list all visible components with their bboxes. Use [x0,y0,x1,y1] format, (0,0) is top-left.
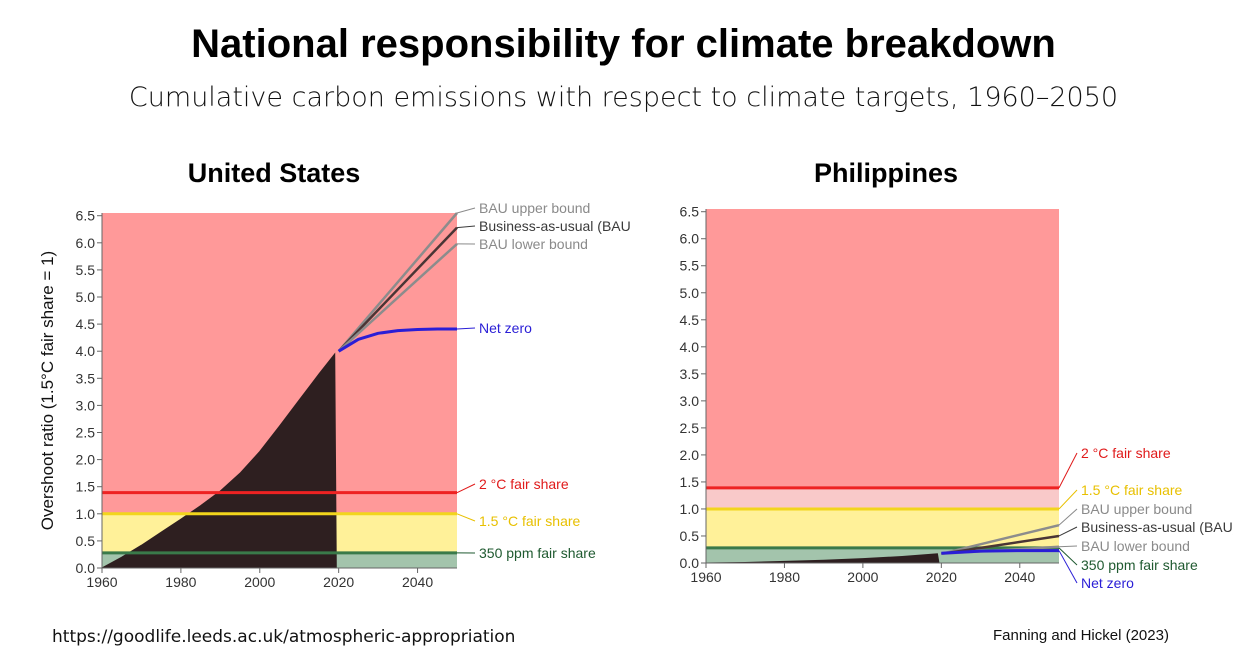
x-tick-label: 1980 [165,574,196,590]
series-line-net-zero [337,327,457,353]
series-label-business-as-usual-bau: Business-as-usual (BAU) [1081,519,1237,535]
y-tick-label: 2.5 [680,420,700,436]
y-axis-label: Overshoot ratio (1.5°C fair share = 1) [38,251,57,530]
y-tick-label: 4.5 [76,316,96,332]
series-label-business-as-usual-bau: Business-as-usual (BAU) [479,218,635,234]
leader-line [456,483,476,494]
x-tick-label: 1980 [769,569,800,585]
y-tick-label: 3.0 [76,397,96,413]
zone-2c [706,487,1059,509]
leader-line [456,207,476,214]
series-label-bau-lower-bound: BAU lower bound [479,236,588,252]
y-tick-label: 2.0 [76,452,96,468]
threshold-label-350-ppm-fair-share: 350 ppm fair share [1081,557,1198,573]
page-title: National responsibility for climate brea… [191,22,1056,66]
chart-title: Philippines [814,158,958,188]
series-line-bau-lower-bound [337,242,458,353]
y-tick-label: 1.5 [76,479,96,495]
x-tick-label: 2040 [402,574,433,590]
x-tick-label: 1960 [690,569,721,585]
x-tick-label: 1960 [86,574,117,590]
source-url[interactable]: https://goodlife.leeds.ac.uk/atmospheric… [52,627,516,647]
y-tick-label: 0.0 [680,555,700,571]
threshold-label-1-5-c-fair-share: 1.5 °C fair share [479,513,581,529]
zone-above-2c [706,209,1059,488]
x-tick-label: 2020 [926,569,957,585]
series-line-business-as-usual-bau [337,226,458,353]
y-tick-label: 4.5 [680,312,700,328]
leader-line [456,225,476,229]
page-subtitle: Cumulative carbon emissions with respect… [128,82,1119,113]
y-tick-label: 3.5 [680,366,700,382]
y-tick-label: 6.0 [680,231,700,247]
leader-line [456,327,476,330]
x-tick-label: 2040 [1004,569,1035,585]
y-tick-label: 6.5 [680,204,700,220]
y-tick-label: 0.5 [76,533,96,549]
zone-1-5c [706,508,1059,548]
y-tick-label: 5.5 [76,262,96,278]
leader-line [1058,545,1078,548]
x-tick-label: 2000 [847,569,878,585]
y-tick-label: 3.5 [76,370,96,386]
y-tick-label: 3.0 [680,393,700,409]
y-tick-label: 0.5 [680,528,700,544]
y-tick-label: 4.0 [76,343,96,359]
chart-title: United States [188,158,361,188]
y-tick-label: 2.0 [680,447,700,463]
y-tick-label: 1.0 [680,501,700,517]
leader-line [1058,526,1078,537]
y-tick-label: 5.0 [76,289,96,305]
series-label-net-zero: Net zero [479,320,532,336]
y-tick-label: 1.5 [680,474,700,490]
threshold-label-2-c-fair-share: 2 °C fair share [1081,445,1171,461]
series-line-bau-upper-bound [941,523,1060,556]
historical-emissions-area [705,553,940,564]
y-tick-label: 0.0 [76,560,96,576]
series-labels: BAU upper bound Business-as-usual (BAU) BA… [1058,445,1237,591]
leader-line [1058,508,1078,526]
leader-line [1058,547,1078,566]
y-tick-label: 6.0 [76,235,96,251]
leader-line [456,513,476,522]
x-tick-label: 2020 [323,574,354,590]
chart-philippines: Philippines 0.0 0.5 1.0 1.5 2.0 2.5 3.0 3.5 4.0 4.… [680,158,1237,591]
leader-line [1058,452,1078,489]
chart-united-states: United States 0.0 0.5 1.0 1.5 2.0 2.5 3.0 3.5 4.0… [38,158,635,590]
series-labels: BAU upper bound Business-as-usual (BAU) BA… [456,200,635,561]
threshold-label-350-ppm-fair-share: 350 ppm fair share [479,545,596,561]
threshold-label-1-5-c-fair-share: 1.5 °C fair share [1081,482,1183,498]
series-label-bau-upper-bound: BAU upper bound [479,200,590,216]
threshold-label-2-c-fair-share: 2 °C fair share [479,476,569,492]
series-line-bau-upper-bound [337,212,458,353]
y-tick-label: 4.0 [680,339,700,355]
leader-line [1058,550,1078,584]
series-label-net-zero: Net zero [1081,575,1134,591]
y-tick-label: 5.5 [680,258,700,274]
series-label-bau-lower-bound: BAU lower bound [1081,538,1190,554]
x-tick-label: 2000 [244,574,275,590]
leader-line [1058,489,1078,510]
y-tick-label: 5.0 [680,285,700,301]
y-tick-label: 6.5 [76,208,96,224]
y-tick-label: 2.5 [76,425,96,441]
y-tick-label: 1.0 [76,506,96,522]
series-line-net-zero [941,549,1059,555]
series-label-bau-upper-bound: BAU upper bound [1081,501,1192,517]
citation: Fanning and Hickel (2023) [993,627,1169,644]
